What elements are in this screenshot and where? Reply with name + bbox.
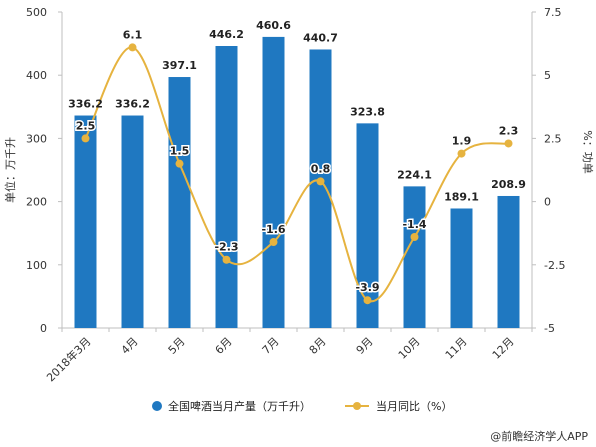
line-value-label: -1.6 [261,223,285,236]
line-value-label: 0.8 [311,162,331,175]
legend-line-label: 当月同比（%） [376,399,452,413]
x-tick-label: 5月 [166,335,188,357]
bar [356,123,379,328]
y2-axis-title: %：功单 [581,130,594,173]
line-point [410,232,419,241]
x-tick-label: 6月 [213,335,235,357]
y-tick-label: 500 [26,6,47,19]
legend-bar-label: 全国啤酒当月产量（万千升） [168,399,311,413]
x-tick-label: 7月 [260,335,282,357]
line-value-label: 2.5 [76,119,96,132]
bar-value-label: 323.8 [350,105,385,118]
y2-tick-label: -5 [544,322,555,335]
line-value-label: -1.4 [402,218,426,231]
bar-value-label: 440.7 [303,31,338,44]
bar [497,195,520,328]
line-value-label: 1.5 [170,145,190,158]
bar [121,115,144,328]
line-point [316,177,325,186]
x-tick-label: 11月 [443,335,470,362]
bar [403,186,426,328]
x-tick-label: 8月 [307,335,329,357]
y2-tick-label: 0 [544,196,551,209]
y2-tick-label: 7.5 [544,6,562,19]
x-tick-label: 9月 [354,335,376,357]
line-series [81,43,513,305]
y2-tick-label: -2.5 [544,259,565,272]
line-point [504,139,513,148]
line-point [222,255,231,264]
y-tick-label: 100 [26,259,47,272]
bar-value-label: 208.9 [491,178,526,191]
y2-tick-label: 5 [544,69,551,82]
line-value-label: -2.3 [214,241,238,254]
bar [74,115,97,328]
bar-value-label: 446.2 [209,28,244,41]
line-value-label: 2.3 [499,124,519,137]
x-tick-label: 4月 [119,335,141,357]
line-value-label: 1.9 [452,135,472,148]
x-tick-label: 12月 [490,335,517,362]
bar-value-label: 189.1 [444,190,479,203]
legend: 全国啤酒当月产量（万千升） 当月同比（%） [152,399,452,413]
y-tick-label: 0 [40,322,47,335]
bar [450,208,473,328]
line-value-label: -3.9 [355,281,379,294]
x-tick-label: 10月 [396,335,423,362]
line-point [81,134,90,143]
bar [168,77,191,328]
source-credit: @前瞻经济学人APP [490,429,588,443]
bar [215,46,238,329]
line-point [457,149,466,158]
bar-value-label: 224.1 [397,168,432,181]
bar-value-label: 336.2 [68,98,103,111]
data-labels: 336.2 336.2 397.1 446.2 460.6 440.7 323.8 224.1… [68,19,526,296]
line-point [363,296,372,305]
y-tick-label: 300 [26,132,47,145]
bar-value-label: 460.6 [256,19,291,32]
line-path [84,46,509,303]
bar-value-label: 397.1 [162,59,197,72]
line-point [269,238,278,247]
y-tick-label: 200 [26,196,47,209]
bars [74,36,520,329]
bar [262,36,285,329]
y-axis-title: 单位：万千升 [3,137,17,203]
line-point [175,159,184,168]
x-tick-label: 2018年3月 [43,334,93,384]
y2-tick-label: 2.5 [544,132,562,145]
bar-value-label: 336.2 [115,98,150,111]
bar [309,49,332,328]
legend-bar-swatch [152,401,162,411]
legend-line-swatch [353,402,361,410]
y-tick-label: 400 [26,69,47,82]
line-point [128,43,137,52]
line-value-label: 6.1 [123,28,143,41]
